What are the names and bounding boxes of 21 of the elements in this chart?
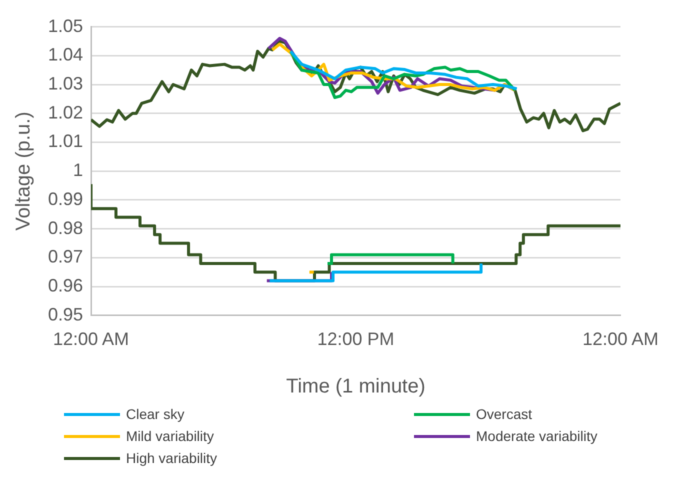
x-tick-label: 12:00 AM bbox=[53, 329, 130, 350]
y-tick-label: 1.04 bbox=[48, 44, 84, 65]
y-tick-label: 0.96 bbox=[48, 276, 84, 296]
y-tick-label: 1 bbox=[73, 160, 84, 180]
legend-label: High variability bbox=[126, 450, 218, 466]
legend-label: Mild variability bbox=[126, 428, 214, 444]
y-tick-label: 1.01 bbox=[48, 131, 84, 152]
y-tick-label: 1.02 bbox=[48, 102, 84, 122]
x-tick-label: 12:00 AM bbox=[582, 329, 659, 350]
y-tick-label: 0.97 bbox=[48, 246, 84, 267]
y-tick-label: 0.98 bbox=[48, 218, 84, 238]
y-tick-label: 1.03 bbox=[48, 73, 84, 94]
legend-label: Clear sky bbox=[126, 406, 184, 422]
legend-label: Overcast bbox=[476, 406, 532, 422]
y-axis-title: Voltage (p.u.) bbox=[12, 112, 35, 231]
x-tick-label: 12:00 PM bbox=[317, 329, 394, 350]
x-axis-title: Time (1 minute) bbox=[286, 376, 426, 398]
legend-label: Moderate variability bbox=[476, 428, 598, 444]
y-tick-label: 0.95 bbox=[48, 304, 84, 324]
y-tick-label: 0.99 bbox=[48, 188, 84, 209]
y-tick-label: 1.05 bbox=[48, 16, 84, 36]
